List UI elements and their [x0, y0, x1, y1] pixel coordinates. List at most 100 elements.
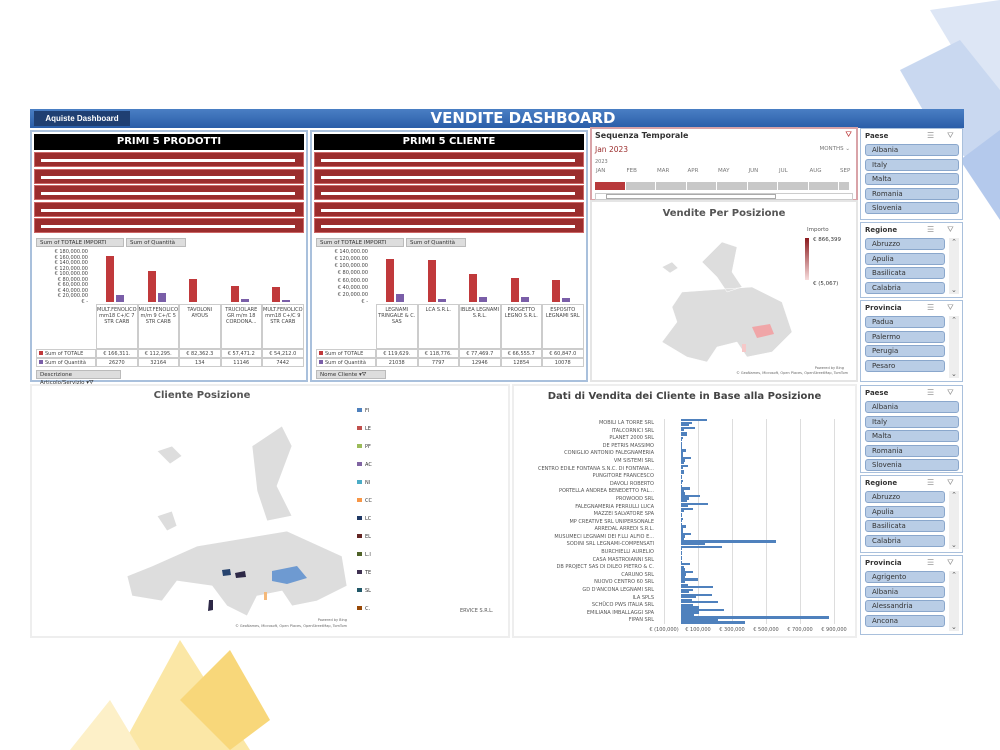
- slicer-item[interactable]: Malta: [865, 430, 959, 442]
- bar[interactable]: [681, 588, 693, 591]
- legend-entry[interactable]: EL: [357, 534, 371, 540]
- bar[interactable]: [681, 477, 682, 480]
- bar[interactable]: [681, 512, 682, 515]
- slicer-item[interactable]: Palermo: [865, 330, 945, 343]
- bar[interactable]: [681, 591, 690, 594]
- slicer-item[interactable]: Pesaro: [865, 359, 945, 372]
- bar[interactable]: [681, 426, 695, 429]
- legend-entry[interactable]: SL: [357, 588, 371, 594]
- slicer-item[interactable]: Padua: [865, 316, 945, 328]
- slicer-item[interactable]: Basilicata: [865, 520, 945, 532]
- month-bar[interactable]: [717, 182, 747, 190]
- bar[interactable]: [681, 482, 682, 485]
- bar[interactable]: [479, 297, 487, 302]
- clear-filter-icon[interactable]: ⛛: [947, 225, 954, 234]
- slicer-item[interactable]: Albania: [865, 401, 959, 413]
- bar[interactable]: [681, 540, 777, 543]
- slicer-item[interactable]: Perugia: [865, 345, 945, 357]
- multi-select-icon[interactable]: ☰: [927, 131, 935, 140]
- bar[interactable]: [681, 459, 686, 462]
- bar[interactable]: [681, 499, 687, 503]
- slicer-item[interactable]: Albania: [865, 144, 959, 156]
- redacted-row[interactable]: [34, 218, 304, 233]
- redacted-row[interactable]: [314, 201, 584, 217]
- bar[interactable]: [681, 616, 829, 619]
- scroll-up-icon[interactable]: ⌃: [951, 238, 957, 246]
- bar[interactable]: [681, 510, 684, 513]
- bar[interactable]: [147, 270, 156, 302]
- clear-filter-icon[interactable]: ⛛: [947, 303, 954, 312]
- filter-field-button[interactable]: Nome Cliente ▾⛛: [316, 370, 386, 379]
- timeline-slicer[interactable]: Sequenza Temporale ⛛ Jan 2023 MONTHS ⌄ 2…: [590, 127, 858, 201]
- bar[interactable]: [681, 563, 690, 566]
- bar[interactable]: [681, 583, 689, 586]
- clear-filter-icon[interactable]: ⛛: [845, 130, 852, 139]
- slicer-item[interactable]: Calabria: [865, 534, 945, 547]
- slicer-item[interactable]: Slovenia: [865, 202, 959, 214]
- bar[interactable]: [681, 464, 688, 467]
- bar[interactable]: [681, 444, 682, 447]
- slicer-scrollbar[interactable]: ⌃ ⌄: [949, 491, 959, 549]
- clear-filter-icon[interactable]: ⛛: [947, 558, 954, 567]
- slicer-item[interactable]: Calabria: [865, 281, 945, 294]
- slicer-scrollbar[interactable]: ⌃ ⌄: [949, 316, 959, 378]
- bar[interactable]: [681, 543, 705, 546]
- bar[interactable]: [681, 606, 700, 609]
- bar[interactable]: [520, 297, 529, 302]
- slicer-item[interactable]: Romania: [865, 444, 959, 457]
- field-button[interactable]: Sum of TOTALE IMPORTI: [316, 238, 404, 247]
- month-bar[interactable]: [839, 182, 849, 190]
- legend-entry[interactable]: AC: [357, 462, 372, 468]
- bar[interactable]: [681, 550, 682, 553]
- bar[interactable]: [681, 479, 683, 482]
- bar[interactable]: [681, 517, 683, 520]
- redacted-row[interactable]: [314, 218, 584, 233]
- bar[interactable]: [681, 449, 687, 452]
- bar[interactable]: [386, 259, 394, 302]
- clear-filter-icon[interactable]: ⛛: [947, 131, 954, 140]
- slicer-item[interactable]: Agrigento: [865, 571, 945, 583]
- bar[interactable]: [681, 472, 685, 475]
- bar[interactable]: [681, 525, 687, 528]
- month-bar[interactable]: [747, 182, 777, 190]
- bar[interactable]: [681, 484, 682, 488]
- bar[interactable]: [189, 279, 197, 302]
- month-bar[interactable]: [595, 182, 625, 190]
- bar[interactable]: [681, 467, 683, 470]
- bar[interactable]: [510, 278, 519, 302]
- bar[interactable]: [681, 580, 686, 584]
- bar[interactable]: [106, 255, 114, 302]
- bar[interactable]: [681, 492, 686, 495]
- redacted-row[interactable]: [34, 201, 304, 217]
- bar[interactable]: [681, 578, 698, 581]
- timeline-scrollbar[interactable]: [595, 193, 853, 200]
- bar[interactable]: [282, 299, 290, 302]
- bar[interactable]: [681, 502, 709, 505]
- timeline-unit-dropdown[interactable]: MONTHS ⌄: [819, 146, 850, 152]
- slicer-item[interactable]: Abruzzo: [865, 491, 945, 503]
- bar[interactable]: [681, 535, 686, 538]
- bar[interactable]: [681, 530, 684, 533]
- bar[interactable]: [681, 545, 722, 548]
- bar[interactable]: [427, 259, 436, 302]
- bar[interactable]: [681, 522, 682, 525]
- bar[interactable]: [681, 568, 686, 571]
- bar[interactable]: [681, 573, 687, 576]
- slicer-item[interactable]: Italy: [865, 415, 959, 428]
- bar[interactable]: [681, 436, 684, 439]
- bar[interactable]: [681, 424, 690, 427]
- scroll-up-icon[interactable]: ⌃: [951, 316, 957, 324]
- bar[interactable]: [681, 474, 683, 477]
- bar[interactable]: [681, 596, 696, 599]
- month-bar[interactable]: [778, 182, 808, 190]
- bar[interactable]: [681, 558, 682, 561]
- field-button[interactable]: Sum of Quantità: [406, 238, 466, 247]
- bar[interactable]: [681, 593, 712, 596]
- slicer-item[interactable]: Malta: [865, 173, 959, 185]
- slicer-scrollbar[interactable]: ⌃ ⌄: [949, 238, 959, 294]
- bar[interactable]: [681, 451, 683, 455]
- legend-entry[interactable]: NI: [357, 480, 370, 486]
- bar[interactable]: [681, 441, 683, 444]
- multi-select-icon[interactable]: ☰: [927, 478, 935, 487]
- legend-entry[interactable]: TE: [357, 570, 371, 576]
